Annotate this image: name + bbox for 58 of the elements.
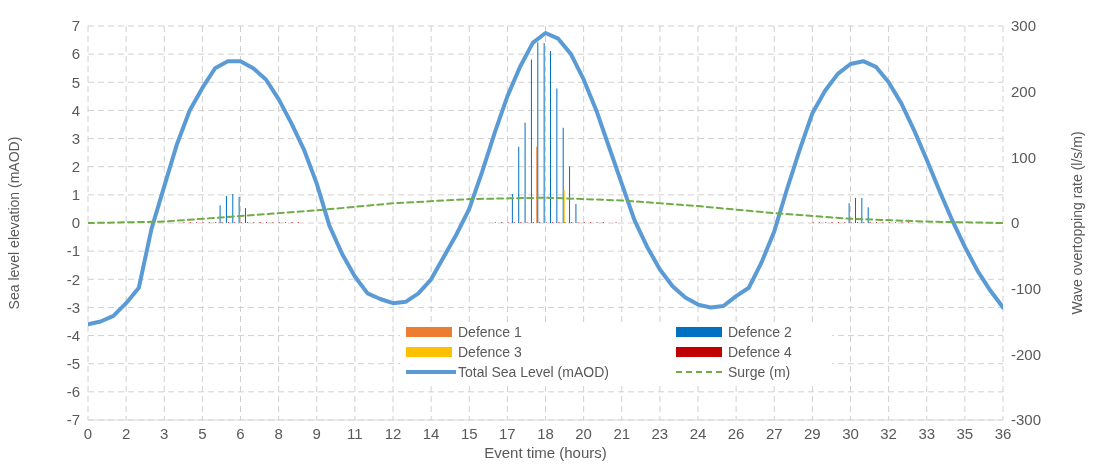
x-tick-label: 15	[460, 424, 478, 442]
y-tick-label: -7	[66, 411, 80, 429]
x-tick-label: 18	[537, 424, 554, 442]
x-tick-label: 32	[880, 424, 897, 442]
x-tick-label: 20	[575, 424, 592, 442]
y2-tick-label: 300	[1011, 17, 1037, 35]
x-tick-label: 23	[651, 424, 669, 442]
x-tick-label: 24	[689, 424, 707, 442]
y-tick-label: 6	[71, 45, 80, 63]
x-tick-label: 14	[422, 424, 440, 442]
x-tick-label: 29	[804, 424, 821, 442]
x-tick-label: 8	[274, 424, 283, 442]
x-tick-label: 33	[918, 424, 936, 442]
y2-tick-label: -200	[1011, 345, 1042, 363]
y2-tick-label: -100	[1011, 279, 1042, 297]
y-tick-label: -2	[66, 270, 80, 288]
x-tick-label: 2	[121, 424, 131, 442]
y-tick-label: 5	[71, 73, 80, 91]
x-tick-label: 26	[727, 424, 745, 442]
x-tick-label: 5	[198, 424, 207, 442]
y-tick-label: 4	[71, 101, 80, 119]
x-tick-label: 11	[347, 424, 363, 442]
x-tick-label: 9	[312, 424, 321, 442]
y-tick-label: 1	[71, 186, 80, 204]
legend-label: Defence 1	[458, 324, 522, 340]
y2-tick-label: 200	[1011, 82, 1037, 100]
y2-tick-label: -300	[1011, 411, 1042, 429]
y-tick-label: -1	[66, 242, 80, 260]
y-tick-label: 3	[71, 129, 80, 147]
y2-tick-label: 100	[1011, 148, 1037, 166]
legend-label: Surge (m)	[728, 364, 791, 380]
legend-label: Defence 2	[728, 324, 792, 340]
x-tick-label: 35	[956, 424, 974, 442]
x-tick-label: 6	[236, 424, 245, 442]
y2-tick-label: 0	[1011, 214, 1020, 232]
x-tick-label: 0	[83, 424, 93, 442]
x-tick-label: 21	[613, 424, 631, 442]
x-axis-title: Event time (hours)	[484, 444, 607, 461]
y-tick-label: -3	[66, 298, 80, 316]
y-tick-label: 0	[71, 214, 80, 232]
legend-label: Defence 4	[728, 344, 792, 360]
line-series	[88, 196, 1003, 224]
line-series	[88, 31, 1003, 327]
legend-label: Defence 3	[458, 344, 522, 360]
x-tick-label: 27	[765, 424, 783, 442]
y-tick-label: -5	[66, 355, 80, 373]
y-tick-label: -4	[66, 326, 80, 344]
y-axis-title: Sea level elevation (mAOD)	[5, 136, 22, 310]
x-tick-label: 17	[499, 424, 516, 442]
x-tick-label: 3	[160, 424, 169, 442]
x-tick-label: 12	[384, 424, 402, 442]
legend-label: Total Sea Level (mAOD)	[458, 364, 609, 380]
y2-axis-title: Wave overtopping rate (l/s/m)	[1068, 131, 1085, 315]
x-tick-label: 30	[842, 424, 859, 442]
y-tick-label: 2	[71, 158, 80, 176]
x-tick-label: 36	[994, 424, 1012, 442]
y-tick-label: 7	[71, 17, 80, 35]
y-tick-label: -6	[66, 383, 80, 401]
